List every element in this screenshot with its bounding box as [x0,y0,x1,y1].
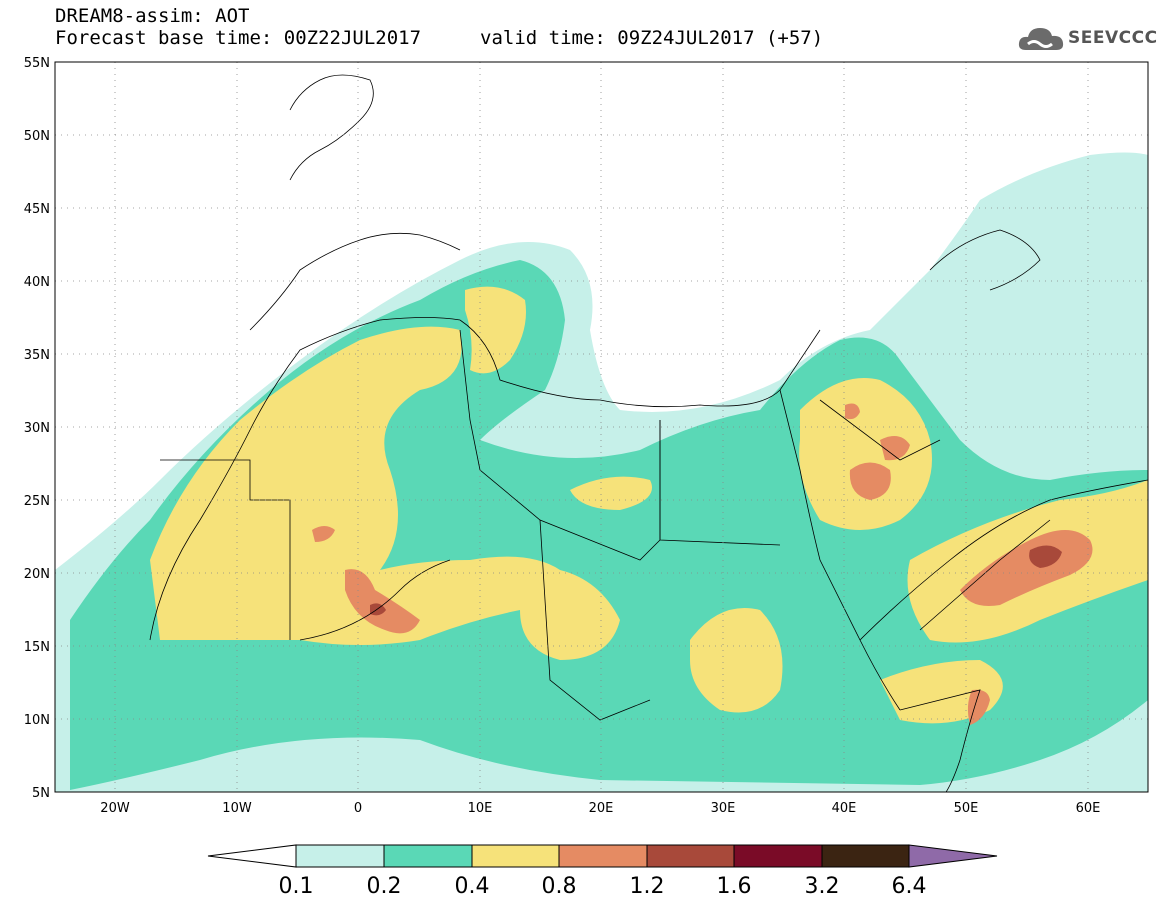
map-frame [54,61,1149,793]
aot-contour-0.8 [845,403,860,420]
colorbar-segment [733,844,823,868]
aot-contour-0.8 [345,569,420,634]
lat-label: 15N [24,640,50,655]
colorbar-segment [295,844,385,868]
colorbar-label: 1.2 [630,874,665,899]
coastlines [149,74,1148,792]
aot-contour-0.4 [799,378,932,530]
lat-label: 35N [24,348,50,363]
lat-label: 55N [24,56,50,71]
lon-label: 50E [954,801,979,816]
colorbar-lower-arrow [207,844,297,868]
colorbar-label: 0.2 [367,874,402,899]
aot-contour-0.4 [570,476,652,510]
colorbar-upper-arrow [908,844,998,868]
colorbar-label: 1.6 [717,874,752,899]
colorbar-segment [821,844,910,868]
cloud-icon [1018,28,1064,50]
lon-label: 40E [832,801,857,816]
aot-contour-0.8 [312,526,335,542]
lat-label: 50N [24,129,50,144]
lon-label: 30E [711,801,736,816]
colorbar-label: 0.8 [542,874,577,899]
colorbar-segment [558,844,648,868]
aot-contour-0.8 [960,530,1093,606]
aot-contour-0.4 [690,608,783,713]
aot-contour-1.2 [370,603,386,616]
graticule [55,62,1148,792]
map-title: DREAM8-assim: AOT [55,5,250,27]
logo-text: SEEVCCC [1068,28,1158,48]
lon-label: 10E [468,801,493,816]
aot-contour-0.8 [967,689,990,725]
aot-contour-0.4 [150,326,620,660]
colorbar-segment [471,844,560,868]
lat-axis: 55N 50N 45N 40N 35N 30N 25N 20N 15N 10N … [24,56,50,801]
aot-contour-1.2 [1029,545,1062,568]
forecast-base-time: Forecast base time: 00Z22JUL2017 [55,27,422,49]
aot-contour-0.8 [849,462,891,500]
seevccc-logo: SEEVCCC [1018,24,1158,54]
lat-label: 45N [24,202,50,217]
colorbar-segment [646,844,735,868]
lon-label: 20E [589,801,614,816]
lat-label: 10N [24,713,50,728]
colorbar-labels: 0.1 0.2 0.4 0.8 1.2 1.6 3.2 6.4 [279,874,927,899]
colorbar-label: 0.4 [455,874,490,899]
lat-label: 25N [24,494,50,509]
colorbar-label: 0.1 [279,874,314,899]
lon-label: 20W [100,801,130,816]
colorbar-label: 3.2 [805,874,840,899]
lat-label: 5N [32,786,50,801]
aot-contour-0.8 [880,436,910,461]
colorbar-label: 6.4 [892,874,927,899]
lon-label: 60E [1076,801,1101,816]
lat-label: 40N [24,275,50,290]
colorbar [207,844,998,868]
lon-axis: 20W 10W 0 10E 20E 30E 40E 50E 60E [100,801,1100,816]
lon-label: 0 [354,801,362,816]
lat-label: 30N [24,421,50,436]
aot-field [55,62,1148,792]
valid-time: valid time: 09Z24JUL2017 (+57) [480,27,824,49]
lat-label: 20N [24,567,50,582]
lon-label: 10W [222,801,252,816]
colorbar-segment [383,844,473,868]
